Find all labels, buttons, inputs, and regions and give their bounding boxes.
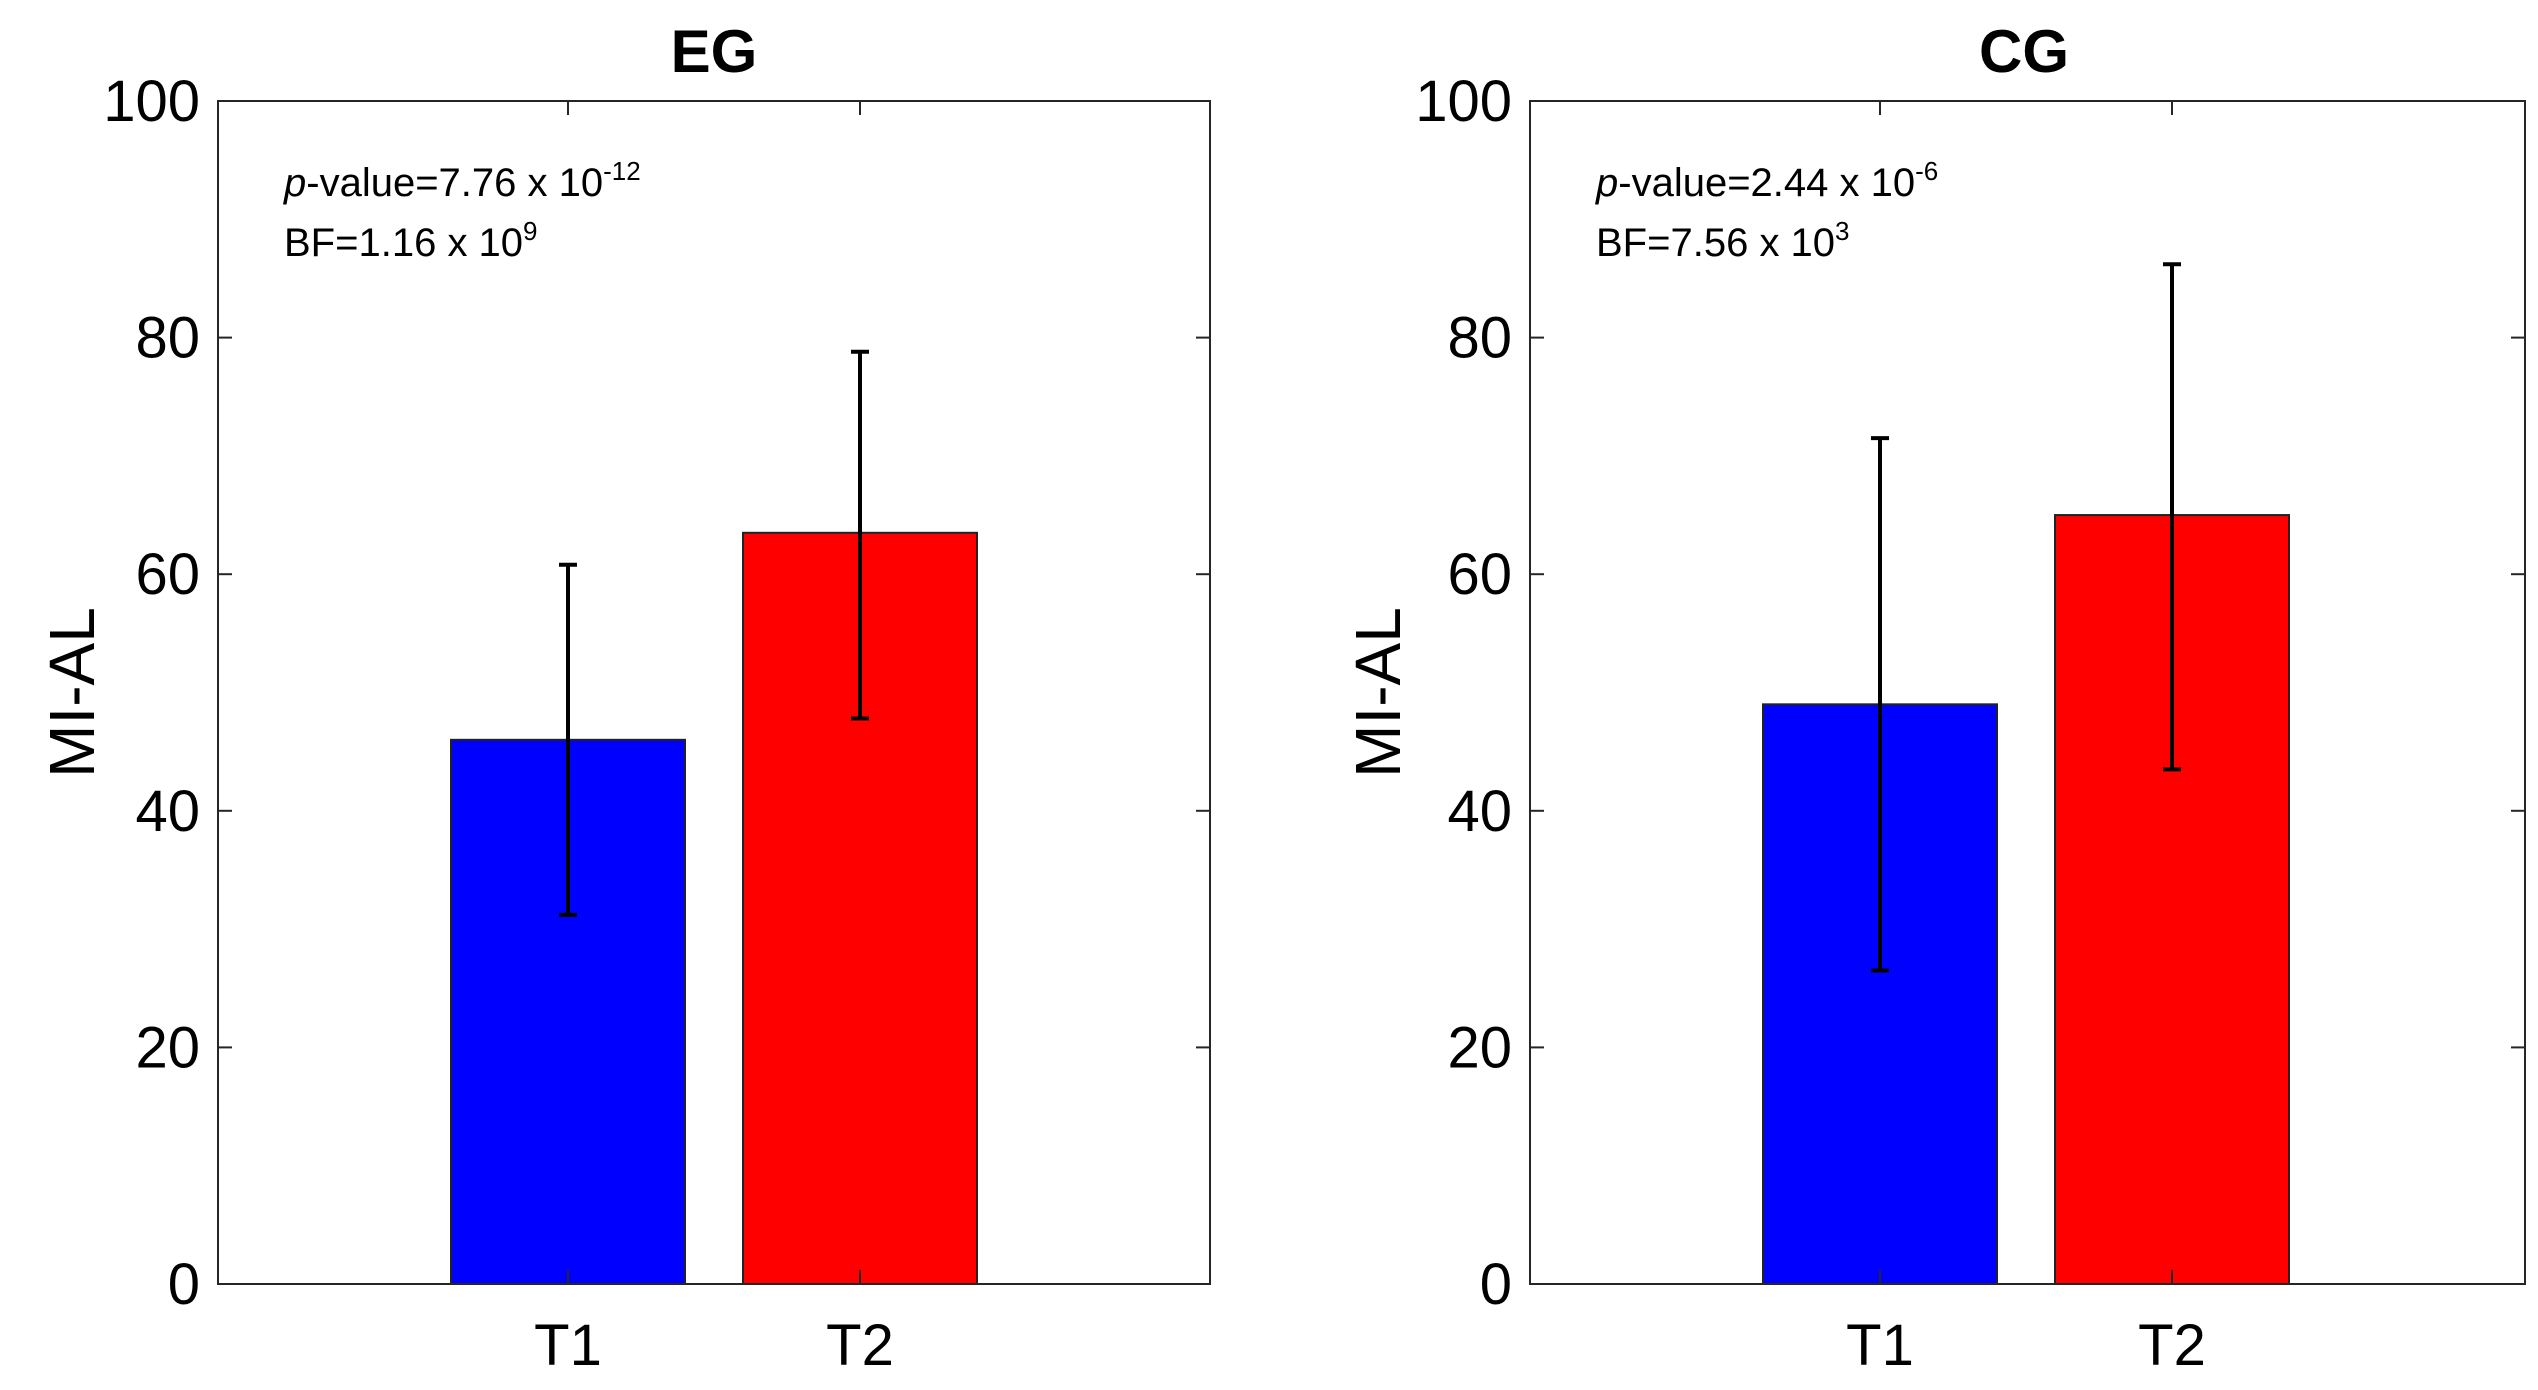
axes-box [1529,100,2526,1285]
y-axis-label: MI-AL [1342,607,1414,778]
x-tick-label-t1: T1 [1846,1313,1914,1378]
p-value-annotation: p-value=2.44 x 10-6 [1595,156,1938,205]
y-tick-label: 60 [1447,542,1512,607]
bf-exponent: 3 [1835,216,1849,246]
p-italic: p [1595,161,1618,205]
p-value-exponent: -12 [603,156,641,186]
y-tick-label: 100 [103,69,200,134]
y-tick-label: 40 [135,779,200,844]
x-tick-label-t2: T2 [826,1313,894,1378]
bf-text: BF=1.16 x 10 [284,221,523,265]
p-italic: p [283,161,306,205]
bf-annotation: BF=1.16 x 109 [284,216,538,265]
error-bar-t2 [851,349,869,721]
y-tick-label: 60 [135,542,200,607]
bf-exponent: 9 [523,216,537,246]
error-bar-t1 [559,562,577,917]
axes-box [217,100,1211,1285]
chart-title: EG [671,18,758,85]
p-value-exponent: -6 [1915,156,1938,186]
x-tick-label-t1: T1 [534,1313,602,1378]
error-bar-t2 [2163,262,2181,772]
y-tick-label: 40 [1447,779,1512,844]
y-tick-label: 20 [135,1015,200,1080]
p-value-text: -value=2.44 x 10 [1618,161,1915,205]
y-tick-label: 0 [1480,1252,1512,1317]
error-bar-t1 [1871,436,1889,973]
p-value-annotation: p-value=7.76 x 10-12 [283,156,641,205]
y-tick-label: 80 [1447,306,1512,371]
y-tick-label: 0 [168,1252,200,1317]
chart-title: CG [1979,18,2069,85]
p-value-text: -value=7.76 x 10 [306,161,603,205]
y-tick-label: 80 [135,306,200,371]
chart-panel-cg: CG 0 20 40 60 80 100 T1 T2 MI-AL p-value=2.44 x 10… [1342,18,2526,1378]
y-tick-label: 20 [1447,1015,1512,1080]
bf-annotation: BF=7.56 x 103 [1596,216,1850,265]
y-axis-label: MI-AL [36,607,108,778]
bf-text: BF=7.56 x 10 [1596,221,1835,265]
chart-panel-eg: EG 0 20 40 60 80 100 T1 T2 MI-AL p-value=7.76 x 10… [36,18,1211,1378]
x-tick-label-t2: T2 [2138,1313,2206,1378]
y-tick-label: 100 [1415,69,1512,134]
